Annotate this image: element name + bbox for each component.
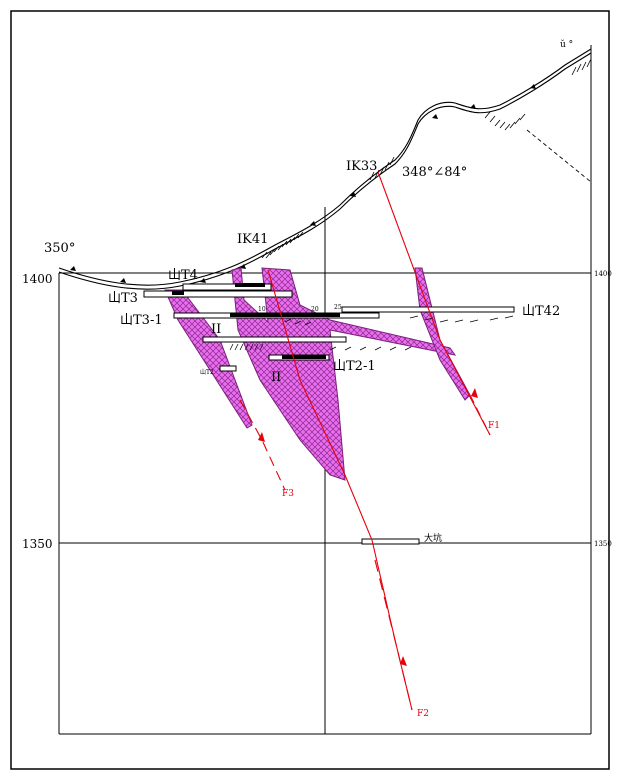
fault-label-F3: F3 [282,489,294,499]
ore-body-label-1: II [211,322,221,337]
adit-dakeng [361,538,420,545]
adit-label-T3-1: 山T3-1 [120,313,163,328]
adit-label-T42: 山T42 [522,304,560,319]
adit-mid [202,336,347,343]
fault-lines [239,171,491,711]
elevation-label-1350-left: 1350 [22,537,53,551]
tick-number-10: 10 [258,306,266,313]
borehole-IK33-attitude: 348°∠84° [402,165,467,180]
tick-number-25: 25 [334,304,342,311]
adit-T2 [219,365,237,372]
adit-label-dakeng: 大坑 [424,532,442,544]
borehole-IK41-label: IK41 [237,232,268,247]
outcrop-hatch [261,58,592,259]
ore-body-label-2: II [271,370,281,385]
fault-F1 [377,171,491,436]
ore-body-west [164,289,253,429]
fault-label-F2: F2 [417,709,429,719]
fault-F3 [239,399,286,491]
fault-F2 [267,269,413,711]
adit-label-T2: 山T2 [200,368,214,376]
fault-label-F1: F1 [488,421,500,431]
dashed-contact [526,129,592,183]
surface-symbols [70,84,536,283]
adit-T3 [143,290,293,298]
adit-T4 [182,283,272,291]
sample-marks [172,283,340,359]
azimuth-right: ŭ ° [560,39,573,50]
elevation-label-1400-left: 1400 [22,272,53,286]
fault-arrows [258,388,478,666]
borehole-IK33-label: IK33 [346,159,377,174]
dip-hatch [229,315,514,351]
sheet-border [10,10,610,770]
adit-label-T3: 山T3 [108,291,138,306]
adit-label-T4: 山T4 [168,268,198,283]
fault-F1-dash [469,394,491,436]
ore-body-east [414,267,471,401]
tick-number-20: 20 [311,306,319,313]
azimuth-left: 350° [44,241,75,256]
elevation-label-1350-right: 1350 [594,540,612,548]
adit-label-T2-1: 山T2-1 [333,359,376,374]
elevation-label-1400-right: 1400 [594,270,612,278]
fault-F2-dash [374,559,413,711]
grid [58,45,592,735]
